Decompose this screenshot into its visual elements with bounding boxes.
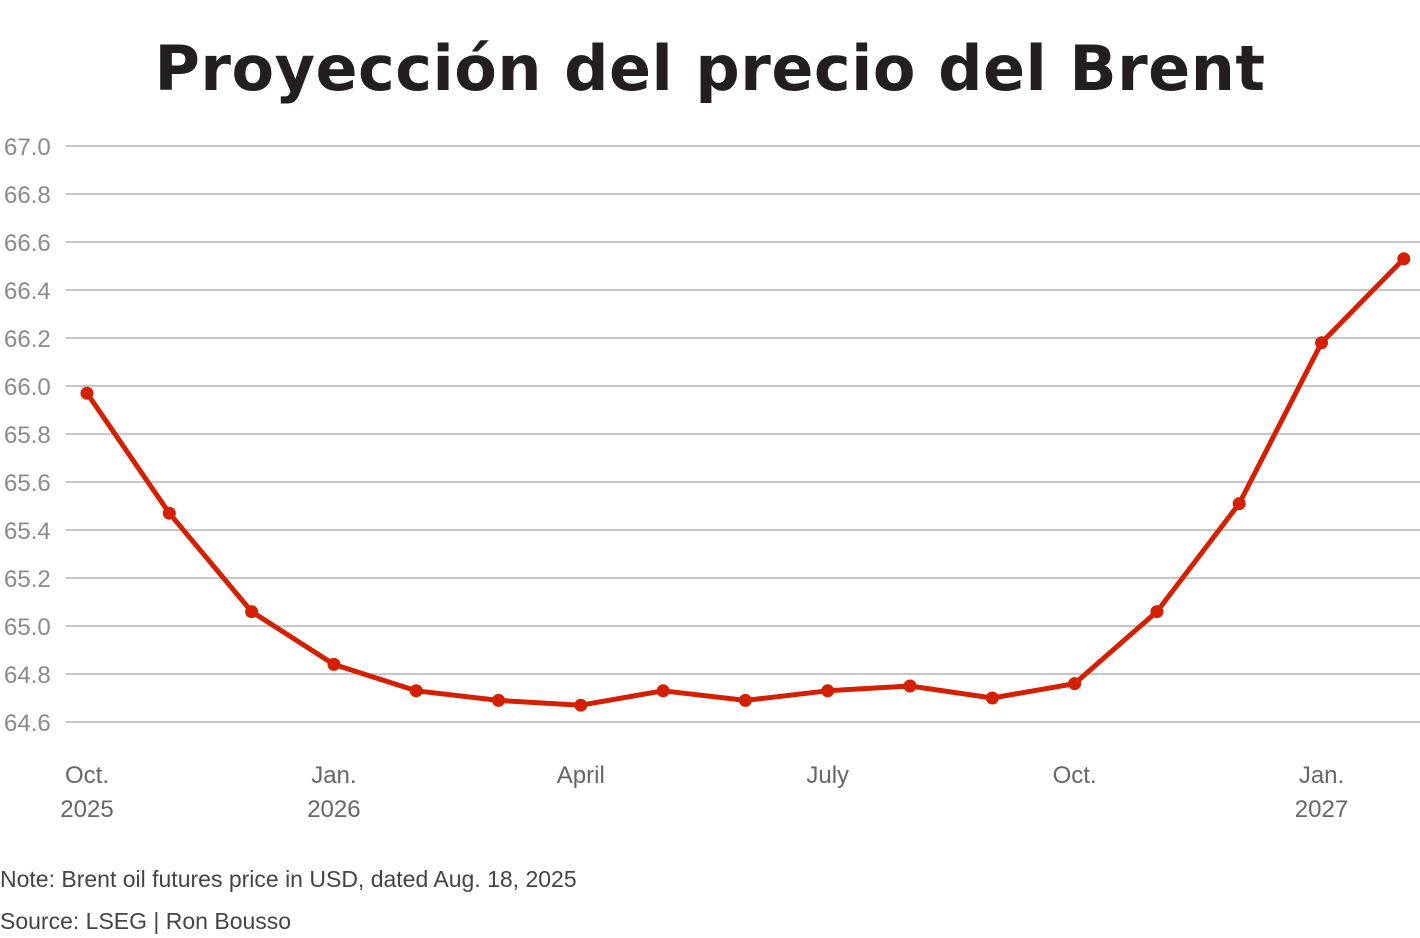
y-tick-label: 65.4 <box>4 518 51 545</box>
gridlines <box>66 145 1420 723</box>
data-point[interactable] <box>245 605 259 619</box>
y-tick-label: 64.8 <box>4 662 51 689</box>
data-point[interactable] <box>1232 497 1246 511</box>
data-point[interactable] <box>162 506 176 520</box>
series-points <box>80 252 1411 712</box>
data-point[interactable] <box>1315 336 1328 350</box>
data-point[interactable] <box>1150 605 1164 619</box>
chart-note: Note: Brent oil futures price in USD, da… <box>0 866 577 892</box>
data-point[interactable] <box>327 657 341 671</box>
y-tick-label: 67.0 <box>4 134 51 161</box>
x-tick-label: Oct. <box>1053 762 1097 789</box>
y-tick-label: 66.2 <box>4 326 51 353</box>
chart-source: Source: LSEG | Ron Bousso <box>0 908 292 934</box>
x-tick-year-label: 2025 <box>60 796 113 823</box>
y-tick-label: 65.8 <box>4 422 51 449</box>
y-tick-label: 66.0 <box>4 374 51 401</box>
data-point[interactable] <box>1068 677 1082 691</box>
chart-title: Proyección del precio del Brent <box>154 32 1266 105</box>
data-point[interactable] <box>492 693 505 707</box>
data-point[interactable] <box>903 679 917 693</box>
x-tick-label: July <box>806 762 849 789</box>
y-axis-ticks: 67.0 66.8 66.6 66.4 66.2 66.0 65.8 65.6 65.4 65.2… <box>4 134 51 737</box>
data-point[interactable] <box>656 684 670 698</box>
y-tick-label: 64.6 <box>4 710 51 737</box>
y-tick-label: 65.2 <box>4 566 51 593</box>
x-tick-label: April <box>557 762 605 789</box>
x-tick-year-label: 2027 <box>1295 796 1348 823</box>
data-point[interactable] <box>738 693 752 707</box>
x-tick-label: Oct. <box>65 762 109 789</box>
data-point[interactable] <box>409 684 423 698</box>
y-tick-label: 66.4 <box>4 278 51 305</box>
x-axis-ticks: Oct. 2025 Jan. 2026 April July Oct. Jan. 2027 <box>60 762 1348 823</box>
data-point[interactable] <box>574 698 588 712</box>
x-tick-label: Jan. <box>1299 762 1344 789</box>
x-tick-year-label: 2026 <box>307 796 360 823</box>
y-tick-label: 66.8 <box>4 182 51 209</box>
data-point[interactable] <box>80 386 94 400</box>
y-tick-label: 65.0 <box>4 614 51 641</box>
data-point[interactable] <box>1397 252 1411 266</box>
x-tick-label: Jan. <box>311 762 356 789</box>
y-tick-label: 65.6 <box>4 470 51 497</box>
data-point[interactable] <box>985 691 999 705</box>
data-point[interactable] <box>821 684 835 698</box>
y-tick-label: 66.6 <box>4 230 51 257</box>
